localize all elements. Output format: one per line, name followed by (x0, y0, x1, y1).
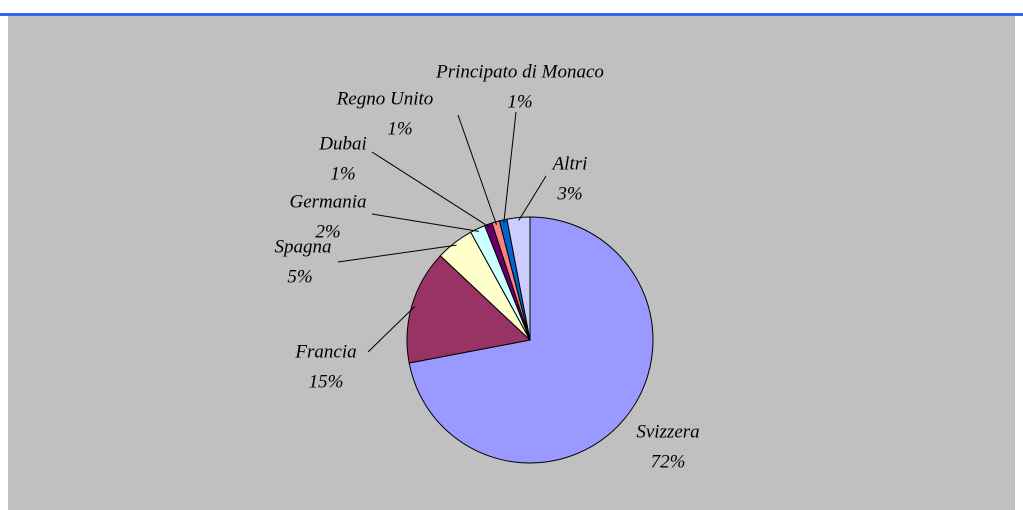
slice-value-label: 5% (287, 266, 312, 287)
leader-line (371, 151, 490, 228)
leader-line (371, 213, 479, 232)
slice-value-label: 15% (309, 371, 344, 392)
slice-label: Svizzera (636, 421, 699, 442)
leader-line (457, 114, 497, 225)
slice-label: Dubai (318, 133, 367, 154)
leader-line (367, 306, 416, 353)
slice-label: Regno Unito (336, 88, 434, 109)
slice-value-label: 72% (651, 451, 686, 472)
slice-value-label: 1% (507, 91, 532, 112)
leader-line (337, 244, 457, 263)
slice-value-label: 1% (330, 163, 355, 184)
slice-value-label: 1% (387, 118, 412, 139)
top-rule (0, 13, 1023, 16)
slice-label: Spagna (275, 236, 332, 257)
pie-slice (406, 255, 532, 364)
slice-label: Altri (551, 153, 588, 174)
pie-slice (506, 216, 531, 341)
leader-line (503, 111, 517, 223)
slice-label: Francia (294, 341, 356, 362)
slice-label: Germania (289, 191, 366, 212)
leader-line (518, 175, 547, 221)
slice-value-label: 3% (556, 183, 582, 204)
slice-value-label: 2% (315, 221, 340, 242)
pie-slice (408, 216, 654, 464)
slice-label: Principato di Monaco (435, 61, 604, 82)
